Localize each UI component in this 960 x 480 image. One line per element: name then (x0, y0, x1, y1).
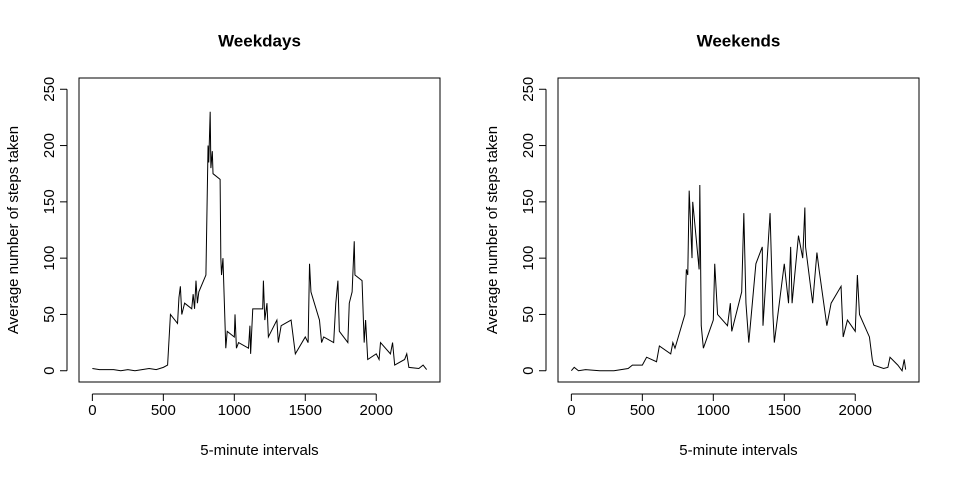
x-tick-label: 1500 (768, 402, 801, 419)
x-tick-label: 2000 (839, 402, 872, 419)
y-tick-label: 150 (520, 189, 537, 214)
x-axis-label: 5-minute intervals (679, 442, 797, 459)
y-tick-label: 100 (520, 246, 537, 271)
plot-box (557, 77, 920, 383)
x-tick-label: 2000 (360, 402, 393, 419)
data-line (92, 111, 428, 372)
x-axis-label: 5-minute intervals (200, 442, 318, 459)
plot-box (78, 77, 441, 383)
chart-title: Weekends (697, 31, 781, 50)
y-axis-label: Average number of steps taken (5, 126, 22, 334)
y-tick-label: 200 (520, 133, 537, 158)
y-tick-label: 250 (41, 77, 58, 102)
data-line (570, 184, 907, 372)
y-tick-label: 0 (41, 367, 58, 375)
x-tick-label: 500 (630, 402, 655, 419)
y-tick-label: 50 (520, 306, 537, 323)
y-tick-label: 150 (41, 189, 58, 214)
y-tick-label: 200 (41, 133, 58, 158)
y-axis-label: Average number of steps taken (484, 126, 501, 334)
x-tick-label: 500 (151, 402, 176, 419)
x-tick-label: 0 (567, 402, 575, 419)
y-tick-label: 50 (41, 306, 58, 323)
y-tick-label: 250 (520, 77, 537, 102)
x-tick-label: 0 (88, 402, 96, 419)
x-tick-label: 1000 (697, 402, 730, 419)
chart-title: Weekdays (218, 31, 301, 50)
y-tick-label: 0 (520, 367, 537, 375)
x-tick-label: 1500 (289, 402, 322, 419)
y-tick-label: 100 (41, 246, 58, 271)
x-tick-label: 1000 (218, 402, 251, 419)
